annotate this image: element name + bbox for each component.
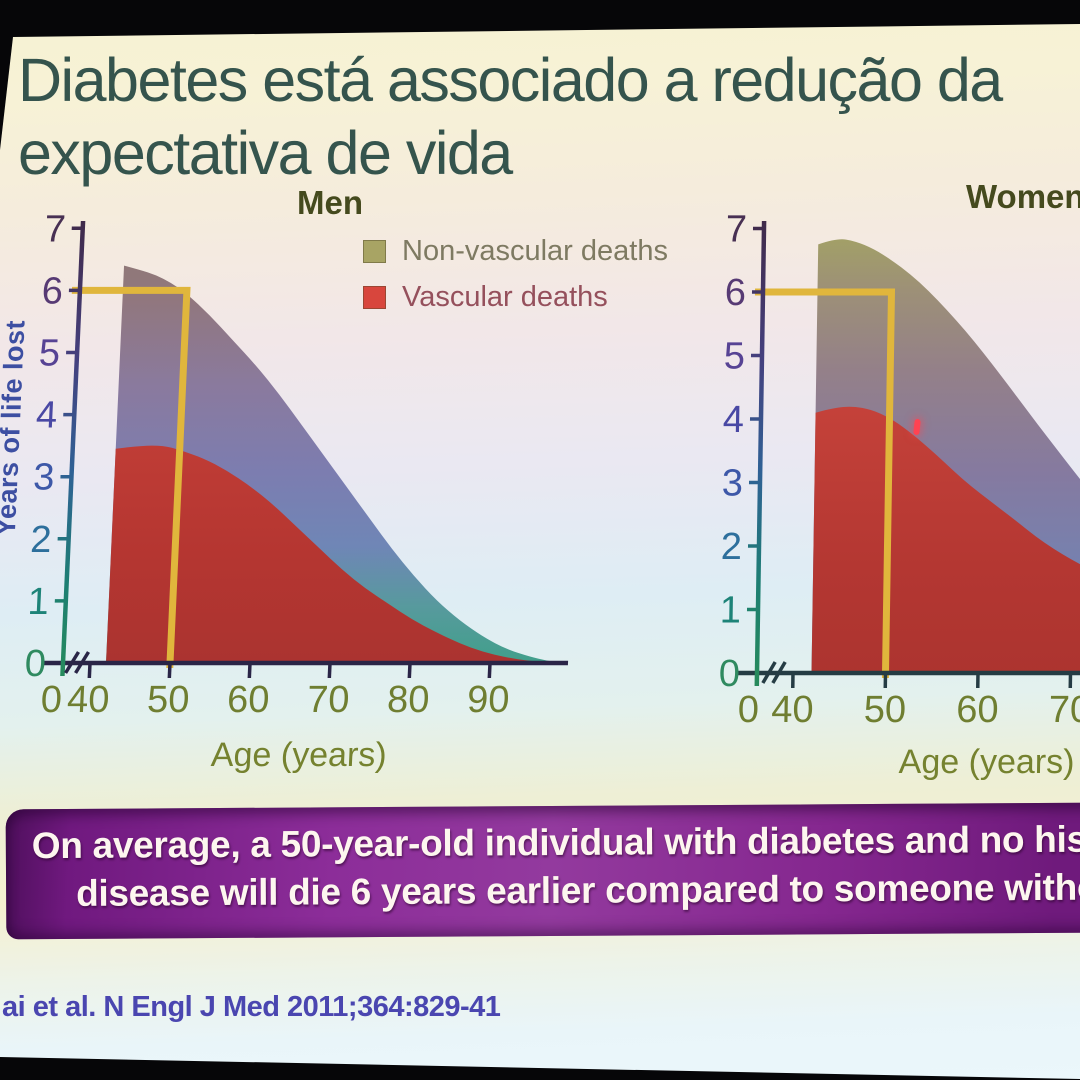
y-tick-label: 4 bbox=[723, 399, 745, 441]
y-tick-label: 2 bbox=[30, 519, 53, 561]
highlight-age50-lines bbox=[754, 288, 896, 678]
nonvascular-swatch-icon bbox=[363, 239, 386, 263]
y-tick-label: 3 bbox=[722, 463, 744, 505]
x-tick-label: 70 bbox=[1048, 689, 1080, 731]
key-message-banner: On average, a 50-year-old individual wit… bbox=[5, 802, 1080, 940]
x-axis-title: Age (years) bbox=[898, 743, 1074, 781]
slide-title-line1: Diabetes está associado a redução da bbox=[18, 46, 1003, 114]
highlight-age50-lines bbox=[71, 286, 191, 668]
legend-item-nonvascular: Non-vascular deaths bbox=[363, 228, 668, 274]
y-tick-label: 4 bbox=[35, 395, 58, 437]
x-tick bbox=[87, 663, 92, 678]
legend: Non-vascular deaths Vascular deaths bbox=[363, 228, 668, 320]
slide-title: Diabetes está associado a redução da exp… bbox=[18, 44, 1003, 190]
y-tick-label: 1 bbox=[27, 581, 50, 623]
vascular-swatch-icon bbox=[363, 285, 386, 309]
x-tick-label: 90 bbox=[466, 679, 510, 721]
y-tick-label: 6 bbox=[725, 272, 747, 314]
y-tick-label: 0 bbox=[24, 643, 47, 685]
legend-label-vascular: Vascular deaths bbox=[402, 280, 608, 313]
legend-label-nonvascular: Non-vascular deaths bbox=[402, 234, 668, 267]
axis-break-mark bbox=[74, 651, 90, 674]
y-tick-label: 2 bbox=[721, 526, 743, 568]
chart-title-women: Women bbox=[966, 178, 1080, 215]
area-vascular bbox=[106, 445, 562, 663]
x-tick bbox=[407, 663, 412, 678]
x-tick-label: 60 bbox=[226, 679, 270, 721]
y-axis-title: Years of life lost bbox=[0, 320, 31, 536]
x-tick-label: 40 bbox=[66, 679, 110, 721]
x-tick-label: 80 bbox=[386, 679, 430, 721]
y-axis bbox=[60, 221, 86, 676]
chart-title-men: Men bbox=[297, 184, 363, 221]
banner-line1: On average, a 50-year-old individual wit… bbox=[31, 818, 1080, 867]
axis-break-mark bbox=[761, 661, 777, 684]
x-tick-label: 70 bbox=[306, 679, 350, 721]
y-tick-label: 5 bbox=[724, 336, 746, 378]
x-tick-label: 60 bbox=[956, 689, 999, 731]
x-tick-label: 50 bbox=[863, 689, 906, 731]
legend-item-vascular: Vascular deaths bbox=[363, 274, 668, 320]
y-tick-label: 1 bbox=[720, 590, 742, 632]
x-tick bbox=[487, 663, 492, 678]
x-tick-label: 0 bbox=[40, 679, 63, 721]
banner-line2: disease will die 6 years earlier compare… bbox=[76, 866, 1080, 914]
x-tick-label: 0 bbox=[738, 689, 760, 731]
x-tick-label: 50 bbox=[146, 679, 190, 721]
y-tick-label: 5 bbox=[38, 333, 61, 375]
y-tick-label: 6 bbox=[41, 270, 64, 312]
x-tick bbox=[327, 663, 332, 678]
axis-break-mark bbox=[64, 651, 80, 674]
x-tick bbox=[247, 663, 252, 678]
y-tick-label: 7 bbox=[44, 208, 67, 250]
axis-break-mark bbox=[771, 661, 787, 684]
y-tick-label: 7 bbox=[725, 209, 747, 251]
x-tick-label: 40 bbox=[771, 689, 814, 731]
y-tick-label: 3 bbox=[32, 457, 55, 499]
x-tick bbox=[167, 663, 172, 678]
y-tick-label: 0 bbox=[719, 653, 741, 695]
slide-title-line2: expectativa de vida bbox=[18, 119, 513, 187]
citation: ai et al. N Engl J Med 2011;364:829-41 bbox=[2, 991, 501, 1023]
area-vascular bbox=[811, 406, 1080, 673]
x-axis-title: Age (years) bbox=[210, 736, 387, 774]
